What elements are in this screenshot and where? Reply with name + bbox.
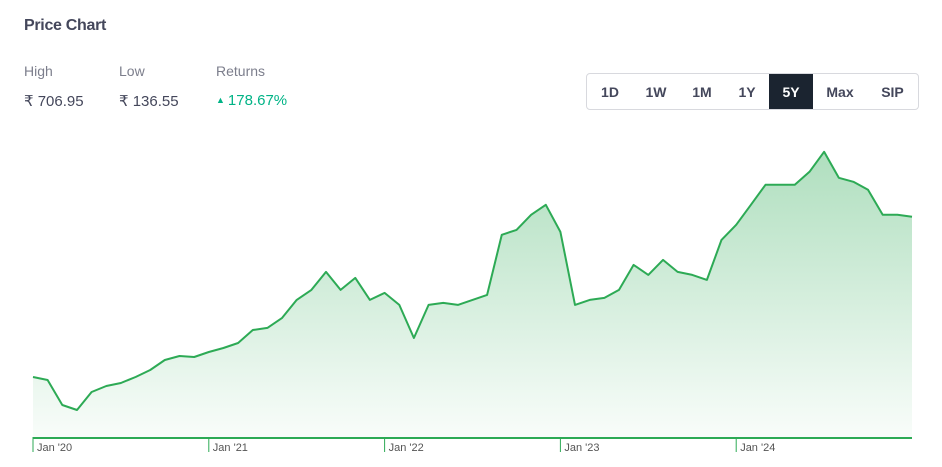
stat-value: ₹ 706.95	[24, 93, 84, 110]
range-button[interactable]: SIP	[881, 83, 904, 100]
range-button[interactable]: 1Y	[738, 83, 756, 100]
area	[33, 151, 912, 438]
stat-value-wrap: ▲ 178.67%	[216, 92, 287, 109]
stat-value: ₹ 136.55	[119, 93, 179, 110]
up-arrow: ▲	[216, 95, 225, 105]
range-button[interactable]: 1W	[645, 83, 667, 100]
title: Price Chart	[24, 17, 107, 34]
stat-returns: Returns ▲ 178.67%	[216, 63, 287, 109]
range-button[interactable]: 1D	[601, 83, 619, 100]
x-tick-label: Jan '24	[740, 442, 775, 454]
x-tick-label: Jan '21	[213, 442, 248, 454]
stat-label: Low	[119, 63, 145, 79]
range-button[interactable]: 1M	[692, 83, 712, 100]
stat-label: Returns	[216, 63, 266, 79]
stat-low: Low ₹ 136.55	[119, 63, 179, 110]
range-button[interactable]: 5Y	[769, 74, 813, 109]
price-line	[32, 150, 913, 411]
stat-value: 178.67%	[227, 92, 288, 109]
range-button[interactable]: Max	[826, 83, 854, 100]
stat-high: High ₹ 706.95	[24, 63, 84, 110]
x-tick-label: Jan '22	[389, 442, 424, 454]
x-tick-label: Jan '23	[564, 442, 599, 454]
stat-label: High	[24, 63, 53, 79]
range-selector: 1D 1W 1M 1Y 5Y Max SIP	[586, 73, 919, 110]
x-tick-label: Jan '20	[37, 442, 72, 454]
